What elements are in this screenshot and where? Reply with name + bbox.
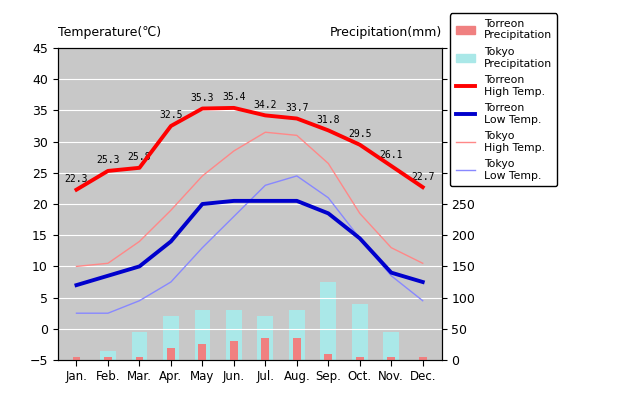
Text: 34.2: 34.2 <box>253 100 277 110</box>
Bar <box>195 310 211 360</box>
Tokyo
High Temp. <box>230 148 237 153</box>
Torreon
High Temp. <box>324 128 332 133</box>
Bar <box>257 316 273 360</box>
Torreon
High Temp. <box>356 142 364 147</box>
Torreon
Low Temp. <box>73 283 81 288</box>
Bar <box>387 357 395 360</box>
Line: Torreon
Low Temp.: Torreon Low Temp. <box>77 201 422 285</box>
Tokyo
Low Temp. <box>356 236 364 241</box>
Text: 25.3: 25.3 <box>96 155 120 165</box>
Bar <box>198 344 206 360</box>
Torreon
Low Temp. <box>136 264 143 269</box>
Torreon
High Temp. <box>293 116 301 121</box>
Bar <box>293 338 301 360</box>
Bar <box>230 341 238 360</box>
Tokyo
Low Temp. <box>230 214 237 219</box>
Text: 31.8: 31.8 <box>317 115 340 125</box>
Torreon
High Temp. <box>73 187 81 192</box>
Tokyo
High Temp. <box>198 174 206 178</box>
Legend: Torreon
Precipitation, Tokyo
Precipitation, Torreon
High Temp., Torreon
Low Temp: Torreon Precipitation, Tokyo Precipitati… <box>450 14 557 186</box>
Torreon
Low Temp. <box>293 198 301 203</box>
Torreon
High Temp. <box>198 106 206 111</box>
Tokyo
High Temp. <box>387 245 395 250</box>
Bar <box>132 332 147 360</box>
Torreon
High Temp. <box>419 185 426 190</box>
Tokyo
High Temp. <box>262 130 269 135</box>
Bar <box>226 310 242 360</box>
Torreon
Low Temp. <box>104 273 112 278</box>
Torreon
Low Temp. <box>324 211 332 216</box>
Tokyo
High Temp. <box>136 239 143 244</box>
Torreon
Low Temp. <box>419 280 426 284</box>
Torreon
Low Temp. <box>356 236 364 241</box>
Bar <box>419 357 427 360</box>
Text: 32.5: 32.5 <box>159 110 182 120</box>
Tokyo
High Temp. <box>167 208 175 213</box>
Bar <box>261 338 269 360</box>
Tokyo
High Temp. <box>356 211 364 216</box>
Text: Temperature(℃): Temperature(℃) <box>58 26 161 39</box>
Tokyo
Low Temp. <box>293 174 301 178</box>
Text: 25.8: 25.8 <box>128 152 151 162</box>
Bar <box>321 282 336 360</box>
Torreon
High Temp. <box>136 166 143 170</box>
Bar <box>324 354 332 360</box>
Tokyo
Low Temp. <box>167 280 175 284</box>
Tokyo
Low Temp. <box>387 273 395 278</box>
Line: Tokyo
Low Temp.: Tokyo Low Temp. <box>77 176 422 313</box>
Torreon
High Temp. <box>104 168 112 173</box>
Tokyo
High Temp. <box>419 261 426 266</box>
Tokyo
High Temp. <box>293 133 301 138</box>
Torreon
High Temp. <box>167 124 175 128</box>
Line: Tokyo
High Temp.: Tokyo High Temp. <box>77 132 422 266</box>
Text: 22.7: 22.7 <box>411 172 435 182</box>
Text: 35.3: 35.3 <box>191 93 214 103</box>
Bar <box>415 360 431 363</box>
Tokyo
Low Temp. <box>262 183 269 188</box>
Torreon
Low Temp. <box>230 198 237 203</box>
Tokyo
Low Temp. <box>324 195 332 200</box>
Text: 33.7: 33.7 <box>285 103 308 113</box>
Bar <box>163 316 179 360</box>
Torreon
High Temp. <box>387 164 395 168</box>
Bar <box>352 304 367 360</box>
Bar <box>167 348 175 360</box>
Text: 35.4: 35.4 <box>222 92 246 102</box>
Bar <box>72 357 81 360</box>
Bar <box>383 332 399 360</box>
Bar <box>356 357 364 360</box>
Line: Torreon
High Temp.: Torreon High Temp. <box>77 108 422 190</box>
Bar <box>289 310 305 360</box>
Text: 22.3: 22.3 <box>65 174 88 184</box>
Tokyo
High Temp. <box>73 264 81 269</box>
Tokyo
Low Temp. <box>104 311 112 316</box>
Text: 29.5: 29.5 <box>348 129 371 139</box>
Text: 26.1: 26.1 <box>380 150 403 160</box>
Torreon
Low Temp. <box>167 239 175 244</box>
Torreon
Low Temp. <box>262 198 269 203</box>
Torreon
Low Temp. <box>198 202 206 206</box>
Bar <box>100 351 116 360</box>
Bar <box>136 357 143 360</box>
Tokyo
Low Temp. <box>136 298 143 303</box>
Tokyo
High Temp. <box>324 161 332 166</box>
Torreon
High Temp. <box>262 113 269 118</box>
Tokyo
Low Temp. <box>73 311 81 316</box>
Torreon
Low Temp. <box>387 270 395 275</box>
Torreon
High Temp. <box>230 106 237 110</box>
Bar <box>104 357 112 360</box>
Tokyo
High Temp. <box>104 261 112 266</box>
Tokyo
Low Temp. <box>419 298 426 303</box>
Tokyo
Low Temp. <box>198 245 206 250</box>
Text: Precipitation(mm): Precipitation(mm) <box>330 26 442 39</box>
